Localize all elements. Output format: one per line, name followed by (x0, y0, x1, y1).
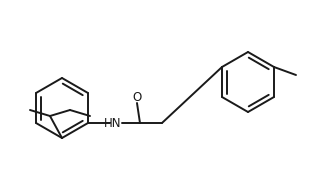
Text: HN: HN (104, 116, 122, 129)
Text: O: O (133, 91, 142, 103)
